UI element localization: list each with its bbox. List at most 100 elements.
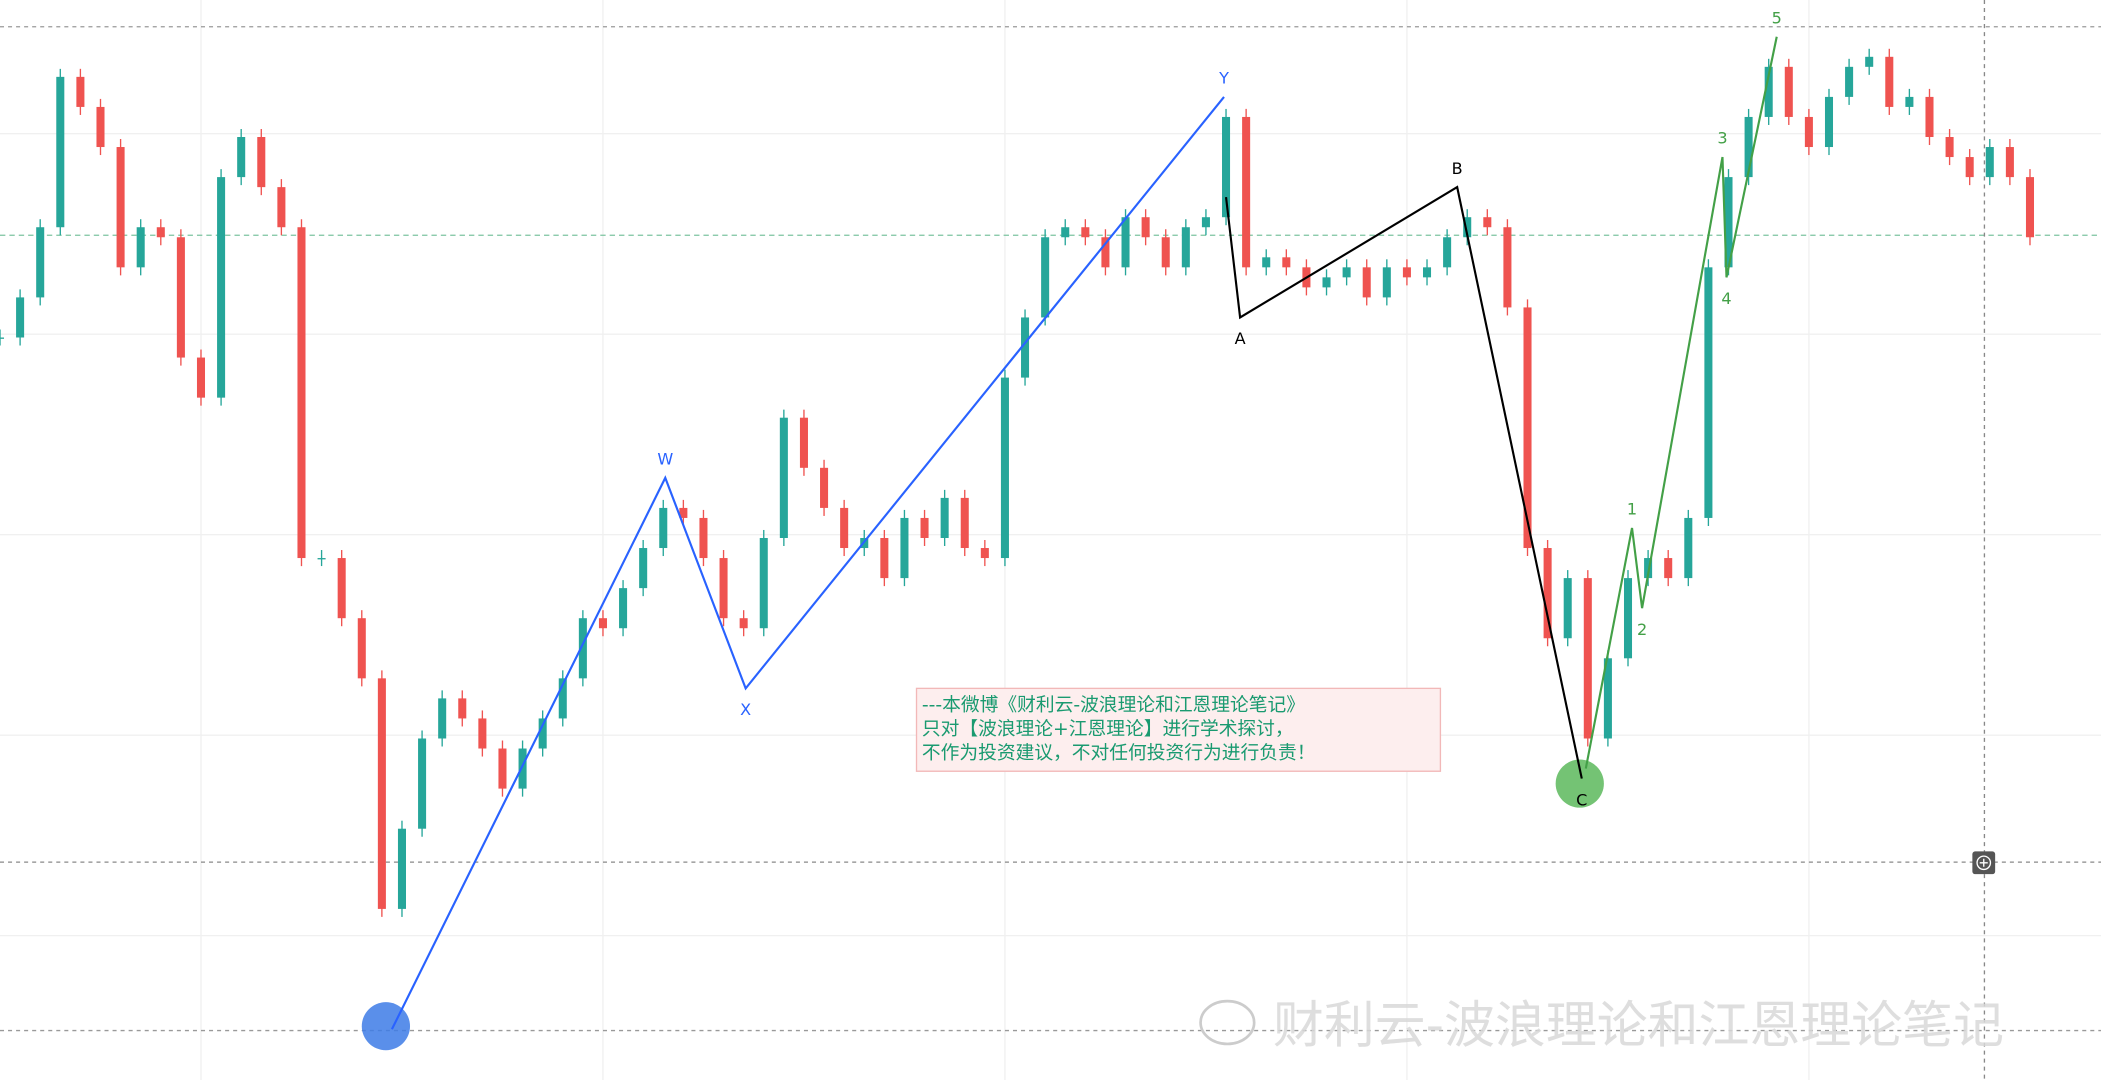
candle [297,227,306,559]
watermark-logo [1199,999,1256,1046]
candle [598,618,607,629]
candle [116,147,125,268]
wave-label: B [1452,159,1463,178]
candle [719,558,728,619]
candle [36,227,45,298]
candle [1603,658,1612,739]
candle [317,558,326,560]
candle [840,507,849,549]
note-box: ---本微博《财利云-波浪理论和江恩理论笔记》 只对【波浪理论+江恩理论】进行学… [915,687,1442,772]
add-icon [1979,858,1988,867]
candle [1865,56,1874,67]
candle [1041,237,1050,318]
candle [16,297,25,338]
candle [1704,267,1713,518]
candle [478,718,487,749]
candle [1262,257,1271,268]
candle [56,76,65,228]
candle [277,187,286,228]
candle [1121,217,1130,268]
candle [679,507,688,518]
candle [739,618,748,629]
candle [1965,157,1974,178]
candle [1342,267,1351,278]
note-background [915,687,1442,772]
candle [1402,267,1411,278]
candle [1925,96,1934,138]
add-icon [1976,855,1992,871]
candle [76,76,85,107]
candle [980,548,989,559]
candle [1724,177,1733,268]
candle [1443,237,1452,268]
candle [759,537,768,629]
candle [1623,578,1633,659]
candle [619,588,628,629]
candle [257,137,266,188]
candle [136,227,145,268]
candle [1644,558,1653,579]
candle [1021,317,1030,378]
wave-label: 4 [1721,289,1731,308]
pivot-circle [1555,759,1604,808]
waves: W X Y A B C 1 2 3 4 5 [361,8,1782,1051]
candle [880,537,889,579]
candle [1885,56,1894,107]
candle [1523,307,1532,549]
candle [237,137,246,178]
candle [820,467,829,508]
note-line: 只对【波浪理论+江恩理论】进行学术探讨， [922,719,1294,740]
crosshair-button[interactable] [1972,851,1996,875]
candle [1764,66,1773,117]
candle [1282,257,1291,268]
candle [1000,377,1009,559]
candle [960,497,969,549]
candle [1945,137,1954,158]
candle [779,417,788,538]
candle [176,237,185,358]
candle [357,618,366,679]
candle [1744,116,1753,178]
candle [156,227,165,238]
candle [2005,147,2014,178]
candle [1684,517,1693,579]
candle [1201,217,1210,228]
wave-line [1224,185,1583,779]
candle [1222,116,1231,218]
candle [1141,217,1150,238]
candle [1985,147,1994,178]
candle [217,177,226,398]
candle [940,497,949,538]
candle [518,748,527,789]
candle [900,517,909,579]
candle [1543,548,1552,639]
candles [0,48,2035,917]
candle [659,507,668,549]
candle [1804,116,1813,148]
candle [196,357,206,398]
candle [920,517,929,538]
candle [337,558,346,619]
candle [1242,116,1251,268]
candle [1784,66,1793,117]
candle [1664,558,1673,579]
wave-line [1584,36,1778,769]
candle [1503,227,1512,308]
candle [1905,96,1914,107]
wave-label: C [1576,790,1587,809]
candle [1845,66,1854,97]
candle [799,417,808,468]
wave-label: 5 [1772,8,1782,27]
candle [96,106,105,148]
candle [558,678,567,719]
candle [578,618,587,679]
candle [2025,177,2035,238]
candle [1422,267,1432,278]
candle [397,828,406,909]
wave-line [390,96,1225,1030]
candle [438,698,447,739]
candle [1181,227,1190,268]
candle [1483,217,1492,228]
candle [1362,267,1371,298]
